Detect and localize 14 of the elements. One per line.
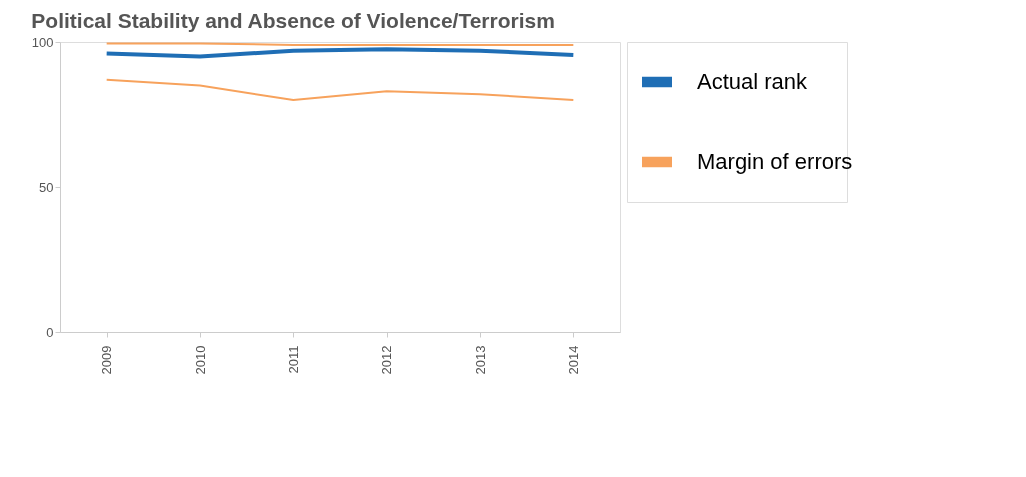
y-tick-label: 100 [31,34,54,50]
line-series [104,47,576,59]
x-tick-label: 2009 [99,345,115,375]
x-tick-label: 2012 [379,345,395,375]
y-tick-label: 0 [46,324,54,340]
line-series [105,78,575,101]
x-tick-label: 2010 [192,345,208,375]
legend-label: Actual rank [697,69,809,94]
x-tick-label: 2013 [472,345,488,375]
chart-title: Political Stability and Absence of Violence/Terrorism [31,9,555,32]
x-tick-label: 2011 [285,345,301,374]
x-tick-label: 2014 [565,345,581,375]
y-tick-label: 50 [39,179,54,195]
legend-label: Margin of errors [697,149,853,174]
